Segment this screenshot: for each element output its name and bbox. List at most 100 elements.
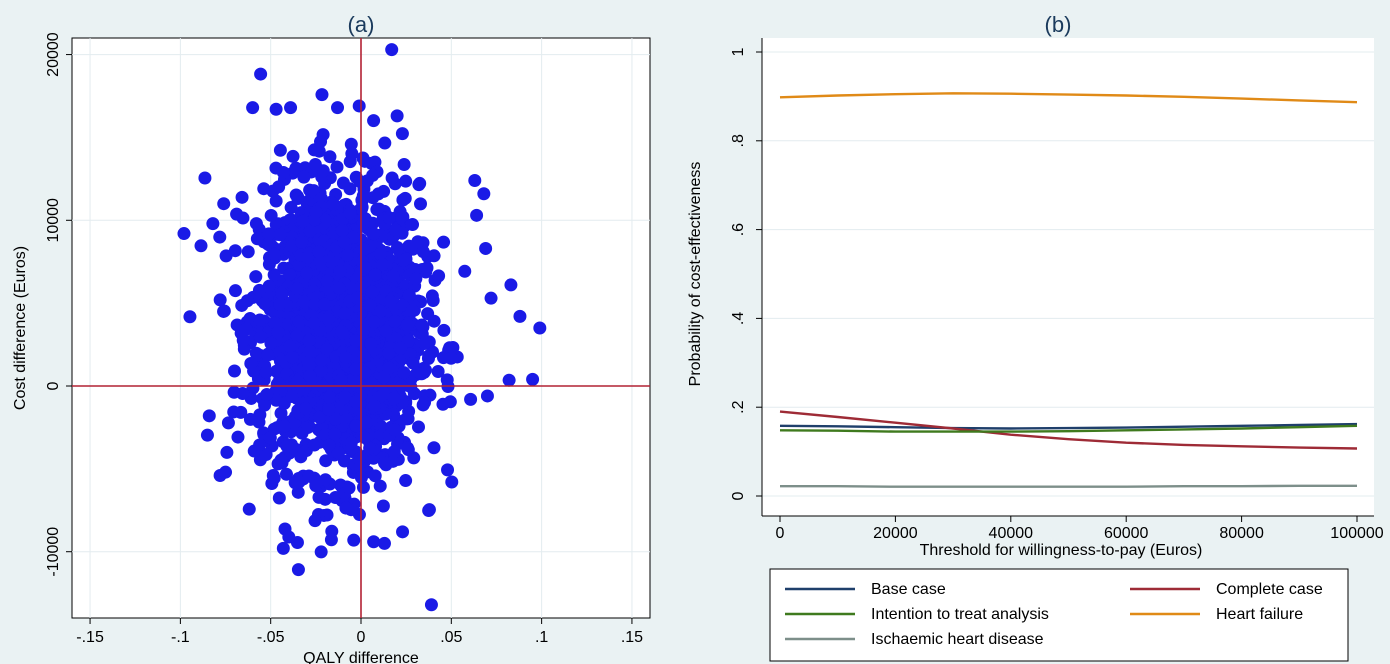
scatter-point	[323, 254, 337, 268]
x-tick-label: 20000	[873, 525, 918, 542]
series-line	[780, 484, 1357, 488]
scatter-point	[360, 415, 374, 429]
scatter-point	[198, 171, 212, 185]
scatter-point	[291, 563, 305, 577]
scatter-point	[280, 439, 294, 453]
scatter-point	[373, 247, 387, 261]
scatter-point	[358, 261, 372, 275]
scatter-point	[337, 307, 351, 321]
scatter-point	[219, 465, 233, 479]
scatter-point	[296, 214, 310, 228]
legend-label: Base case	[871, 581, 946, 598]
scatter-point	[235, 298, 249, 312]
scatter-point	[322, 402, 336, 416]
scatter-point	[399, 174, 413, 188]
scatter-point	[267, 268, 281, 282]
scatter-point	[367, 315, 381, 329]
scatter-point	[330, 160, 344, 174]
scatter-point	[320, 343, 334, 357]
x-tick-label: -.1	[171, 629, 190, 646]
scatter-point	[332, 281, 346, 295]
scatter-point	[303, 344, 317, 358]
scatter-point	[291, 191, 305, 205]
scatter-point	[253, 438, 267, 452]
scatter-point	[302, 334, 316, 348]
scatter-point	[427, 249, 441, 263]
scatter-point	[484, 291, 498, 305]
scatter-point	[339, 501, 353, 515]
scatter-point	[302, 469, 316, 483]
x-tick-label: -.05	[257, 629, 285, 646]
scatter-point	[373, 479, 387, 493]
scatter-point	[513, 309, 527, 323]
scatter-point	[269, 102, 283, 116]
scatter-point	[254, 67, 268, 81]
x-tick-label: -.15	[76, 629, 104, 646]
scatter-point	[416, 398, 430, 412]
scatter-point	[236, 211, 250, 225]
scatter-point	[220, 445, 234, 459]
legend-label: Ischaemic heart disease	[871, 631, 1044, 648]
scatter-point	[315, 88, 329, 102]
scatter-point	[295, 235, 309, 249]
scatter-point	[431, 364, 445, 378]
scatter-point	[349, 362, 363, 376]
scatter-point	[339, 351, 353, 365]
scatter-point	[386, 269, 400, 283]
scatter-point	[283, 339, 297, 353]
scatter-point	[328, 412, 342, 426]
scatter-point	[382, 211, 396, 225]
scatter-point	[334, 373, 348, 387]
scatter-point	[367, 535, 381, 549]
scatter-point	[312, 245, 326, 259]
scatter-point	[389, 224, 403, 238]
scatter-point	[323, 390, 337, 404]
x-tick-label: 40000	[989, 525, 1034, 542]
scatter-point	[432, 269, 446, 283]
scatter-point	[319, 428, 333, 442]
scatter-point	[285, 390, 299, 404]
scatter-point	[344, 436, 358, 450]
line-title: (b)	[1045, 12, 1072, 37]
scatter-point	[409, 272, 423, 286]
scatter-point	[336, 176, 350, 190]
scatter-point	[349, 334, 363, 348]
scatter-point	[368, 268, 382, 282]
scatter-point	[443, 395, 457, 409]
scatter-point	[292, 475, 306, 489]
legend-label: Complete case	[1216, 581, 1323, 598]
scatter-point	[385, 171, 399, 185]
scatter-point	[479, 241, 493, 255]
scatter-x-axis-label: QALY difference	[303, 650, 419, 664]
scatter-point	[405, 303, 419, 317]
scatter-point	[274, 453, 288, 467]
scatter-point	[313, 410, 327, 424]
scatter-point	[217, 304, 231, 318]
scatter-point	[272, 491, 286, 505]
x-tick-label: 60000	[1104, 525, 1149, 542]
scatter-point	[367, 399, 381, 413]
scatter-point	[399, 474, 413, 488]
scatter-point	[468, 174, 482, 188]
scatter-point	[260, 387, 274, 401]
scatter-point	[273, 143, 287, 157]
scatter-point	[228, 284, 242, 298]
y-tick-label: 0	[45, 381, 62, 390]
scatter-point	[364, 337, 378, 351]
scatter-point	[249, 217, 263, 231]
scatter-point	[331, 101, 345, 115]
scatter-point	[397, 366, 411, 380]
line-series	[779, 92, 1358, 488]
y-tick-label: 20000	[45, 32, 62, 77]
scatter-point	[315, 353, 329, 367]
scatter-point	[470, 208, 484, 222]
scatter-point	[328, 427, 342, 441]
scatter-point	[183, 310, 197, 324]
scatter-point	[276, 541, 290, 555]
scatter-point	[338, 390, 352, 404]
scatter-point	[312, 490, 326, 504]
scatter-reference-lines	[72, 38, 650, 618]
scatter-point	[200, 428, 214, 442]
legend-label: Intention to treat analysis	[871, 606, 1049, 623]
scatter-point	[420, 261, 434, 275]
